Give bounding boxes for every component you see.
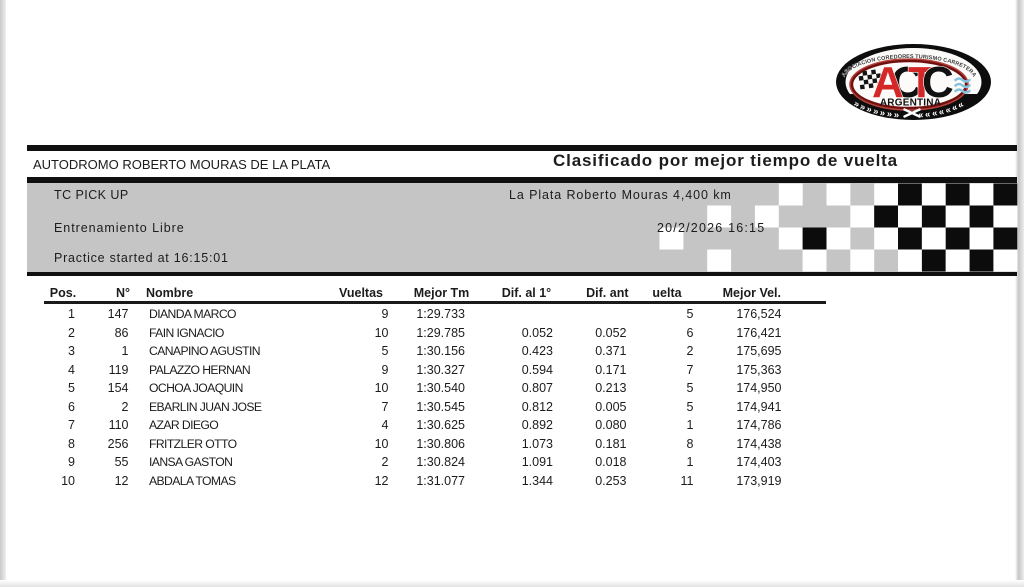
svg-text:T: T bbox=[908, 58, 935, 107]
svg-text:A: A bbox=[872, 58, 904, 107]
svg-text:C: C bbox=[891, 58, 923, 107]
svg-text:C: C bbox=[922, 58, 954, 107]
svg-text:ARGENTINA: ARGENTINA bbox=[880, 98, 941, 109]
